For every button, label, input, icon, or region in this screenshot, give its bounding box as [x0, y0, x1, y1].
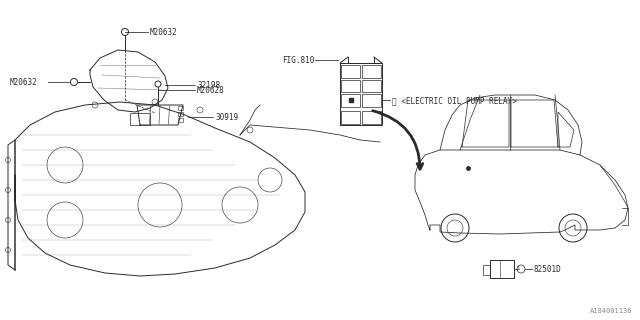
Bar	[490, 260, 514, 278]
Bar	[341, 65, 360, 78]
Bar	[362, 65, 381, 78]
Bar	[178, 118, 183, 122]
Bar	[362, 94, 381, 107]
Bar	[130, 113, 150, 125]
Bar	[362, 80, 381, 92]
Text: M20632: M20632	[150, 28, 178, 36]
Bar	[362, 110, 381, 124]
Text: 30919: 30919	[215, 113, 238, 122]
Text: FIG.810: FIG.810	[282, 55, 314, 65]
Text: M20628: M20628	[197, 85, 225, 94]
Text: 82501D: 82501D	[534, 265, 562, 274]
Bar	[178, 106, 183, 110]
Bar	[341, 110, 360, 124]
Text: M20632: M20632	[10, 77, 38, 86]
Bar	[341, 80, 360, 92]
Text: 32198: 32198	[197, 81, 220, 90]
Bar	[483, 265, 490, 275]
Text: 1: 1	[516, 267, 520, 271]
Bar	[340, 63, 382, 125]
Bar	[341, 94, 360, 107]
Text: ① <ELECTRIC OIL PUMP RELAY>: ① <ELECTRIC OIL PUMP RELAY>	[392, 96, 517, 105]
Text: A184001136: A184001136	[589, 308, 632, 314]
Bar	[178, 112, 183, 116]
